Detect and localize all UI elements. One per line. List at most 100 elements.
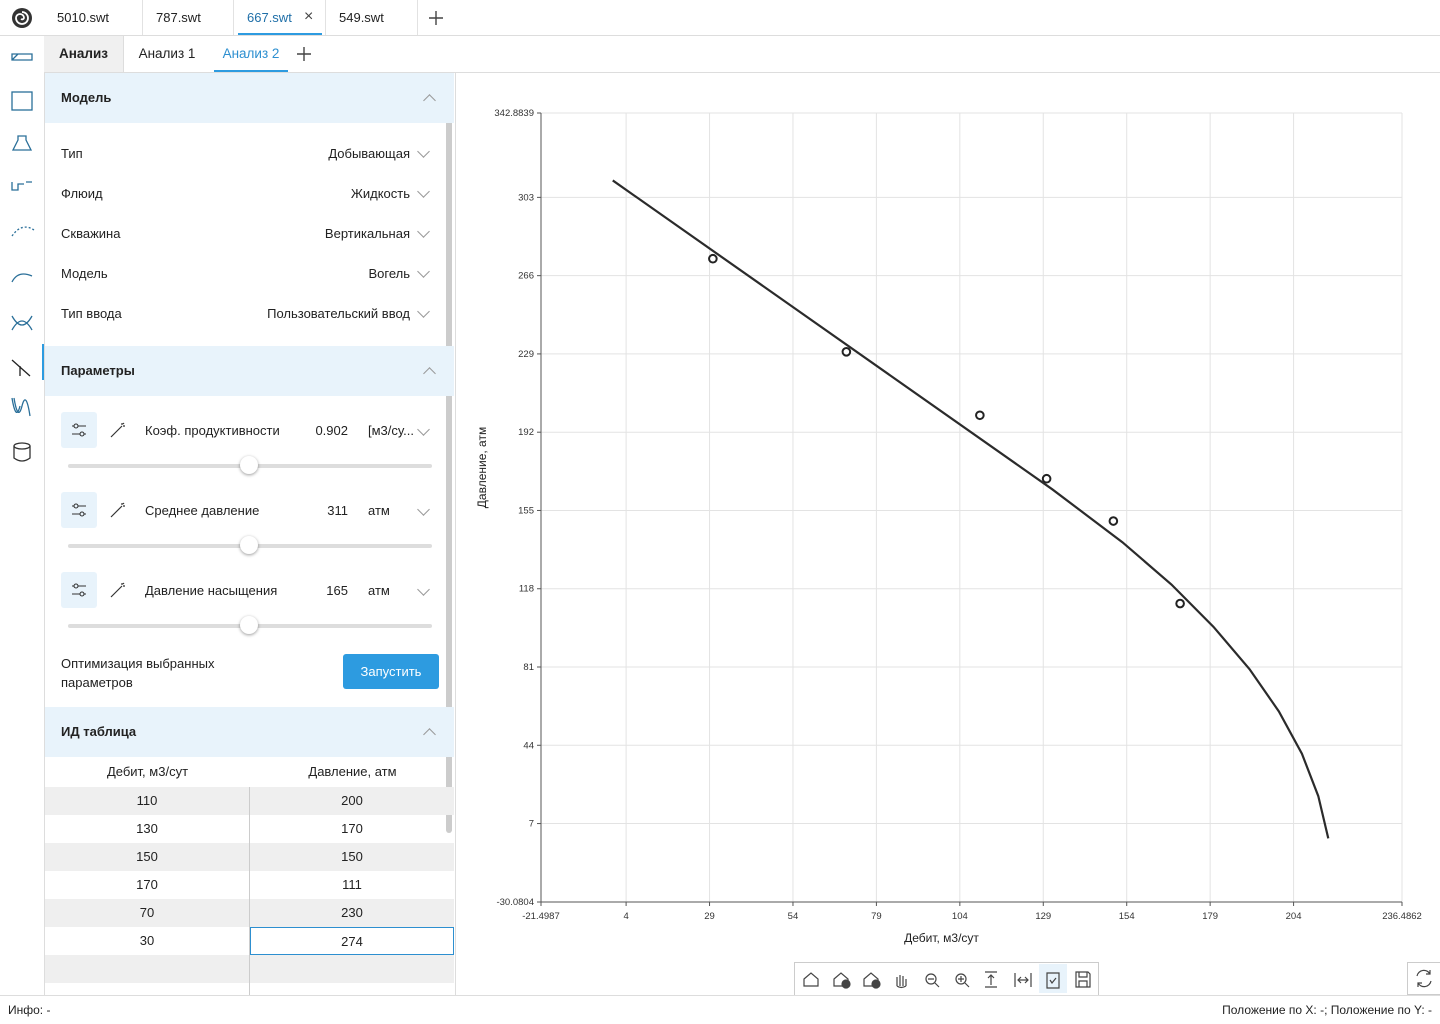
tool-icon[interactable] [11, 91, 33, 111]
table-cell[interactable]: 170 [341, 821, 363, 836]
tool-icon[interactable] [11, 181, 32, 191]
slider-thumb[interactable] [240, 616, 258, 634]
param-toggle[interactable] [61, 572, 97, 608]
field-value[interactable]: Вогель [368, 266, 410, 281]
param-value[interactable]: 311 [327, 503, 348, 518]
file-tab[interactable]: 549.swt [326, 0, 418, 35]
table-cell[interactable]: 130 [45, 815, 250, 843]
param-toggle[interactable] [61, 492, 97, 528]
zoom-out-button[interactable] [925, 973, 937, 985]
section-header[interactable]: Параметры [45, 346, 454, 396]
section-header[interactable]: ИД таблица [45, 707, 454, 757]
table-cell[interactable] [250, 955, 454, 983]
panel-border [455, 72, 456, 996]
dropdown-arrow[interactable] [417, 225, 430, 238]
file-tab[interactable]: 5010.swt [44, 0, 143, 35]
dropdown-arrow[interactable] [417, 503, 430, 516]
y-tick-label: 266 [518, 271, 534, 282]
file-tab-bar [0, 0, 1440, 36]
field-value[interactable]: Жидкость [350, 186, 410, 201]
x-tick-label: 236.4862 [1382, 911, 1422, 922]
y-tick-label: 192 [518, 427, 534, 438]
tool-icon[interactable] [11, 53, 33, 61]
status-info: Инфо: - [8, 1003, 51, 1017]
param-unit[interactable]: атм [368, 503, 390, 518]
clipboard-button[interactable] [1046, 972, 1060, 989]
tool-icon[interactable] [11, 359, 31, 377]
tool-icon[interactable] [11, 226, 35, 237]
param-auto[interactable] [108, 420, 128, 440]
x-tick-label: 79 [871, 911, 882, 922]
dropdown-arrow[interactable] [417, 305, 430, 318]
close-tab[interactable]: × [304, 8, 314, 25]
table-cell[interactable] [45, 955, 250, 983]
analysis-tab[interactable]: Анализ 2 [222, 46, 280, 61]
zoom-in-button[interactable] [955, 973, 967, 985]
scrollbar[interactable] [446, 75, 452, 833]
param-auto[interactable] [108, 500, 128, 520]
dropdown-arrow[interactable] [417, 185, 430, 198]
field-value[interactable]: Вертикальная [324, 226, 410, 241]
y-tick-label: 303 [518, 192, 534, 203]
tool-icon[interactable] [13, 446, 31, 462]
table-cell[interactable]: 70 [45, 899, 250, 927]
table-cell[interactable]: 274 [250, 927, 454, 955]
x-tick-label: 179 [1202, 911, 1218, 922]
field-label: Тип [61, 146, 83, 161]
tool-icon[interactable] [11, 315, 33, 331]
y-tick-label: 7 [529, 819, 534, 830]
y-tick-label: 118 [519, 584, 534, 595]
slider-thumb[interactable] [240, 536, 258, 554]
table-cell[interactable]: 200 [250, 787, 454, 815]
table-cell[interactable]: 170 [45, 871, 250, 899]
section-header[interactable]: Модель [45, 73, 454, 123]
analysis-tab[interactable]: Анализ [44, 36, 124, 72]
home-button[interactable] [803, 972, 819, 987]
pan-button[interactable] [896, 975, 907, 989]
fit-x-button[interactable] [1014, 973, 1032, 987]
y-tick-label: -30.0804 [496, 897, 534, 908]
tool-icon[interactable] [11, 135, 33, 151]
tool-icon[interactable] [11, 397, 31, 417]
param-value[interactable]: 165 [326, 583, 348, 598]
refresh-button[interactable] [1407, 962, 1440, 995]
status-border [0, 995, 1440, 996]
param-unit[interactable]: [м3/су... [368, 423, 414, 438]
param-toggle[interactable] [61, 412, 97, 448]
add-analysis-tab[interactable] [295, 45, 313, 63]
x-tick-label: 29 [704, 911, 715, 922]
table-cell[interactable]: 111 [342, 877, 362, 892]
table-cell[interactable]: 150 [250, 843, 454, 871]
table-cell[interactable]: 30 [45, 927, 250, 955]
x-tick-label: 104 [952, 911, 968, 922]
tool-icon[interactable] [11, 273, 33, 283]
table-header: Дебит, м3/сут [106, 764, 189, 779]
field-value[interactable]: Пользовательский ввод [267, 306, 410, 321]
y-tick-label: 81 [523, 662, 534, 673]
save-button[interactable] [1075, 971, 1091, 988]
file-tab[interactable]: 667.swt [234, 0, 326, 35]
x-tick-label: 4 [623, 911, 628, 922]
param-unit[interactable]: атм [368, 583, 390, 598]
table-column-divider [249, 983, 250, 995]
fit-y-button[interactable] [985, 971, 997, 988]
param-label: Коэф. продуктивности [145, 423, 280, 438]
param-auto[interactable] [108, 580, 128, 600]
dropdown-arrow[interactable] [417, 423, 430, 436]
add-file-tab[interactable] [427, 9, 445, 27]
analysis-tab[interactable]: Анализ 1 [138, 46, 196, 61]
divider [44, 72, 1440, 73]
field-value[interactable]: Добывающая [328, 146, 410, 161]
dropdown-arrow[interactable] [417, 145, 430, 158]
dropdown-arrow[interactable] [417, 583, 430, 596]
param-label: Давление насыщения [145, 583, 278, 598]
param-value[interactable]: 0.902 [315, 423, 348, 438]
table-cell[interactable]: 150 [45, 843, 250, 871]
table-cell[interactable]: 230 [250, 899, 454, 927]
slider-thumb[interactable] [240, 456, 258, 474]
file-tab[interactable]: 787.swt [143, 0, 234, 35]
dropdown-arrow[interactable] [417, 265, 430, 278]
table-cell[interactable]: 110 [45, 787, 250, 815]
run-button[interactable]: Запустить [343, 654, 439, 689]
data-point [841, 347, 852, 357]
